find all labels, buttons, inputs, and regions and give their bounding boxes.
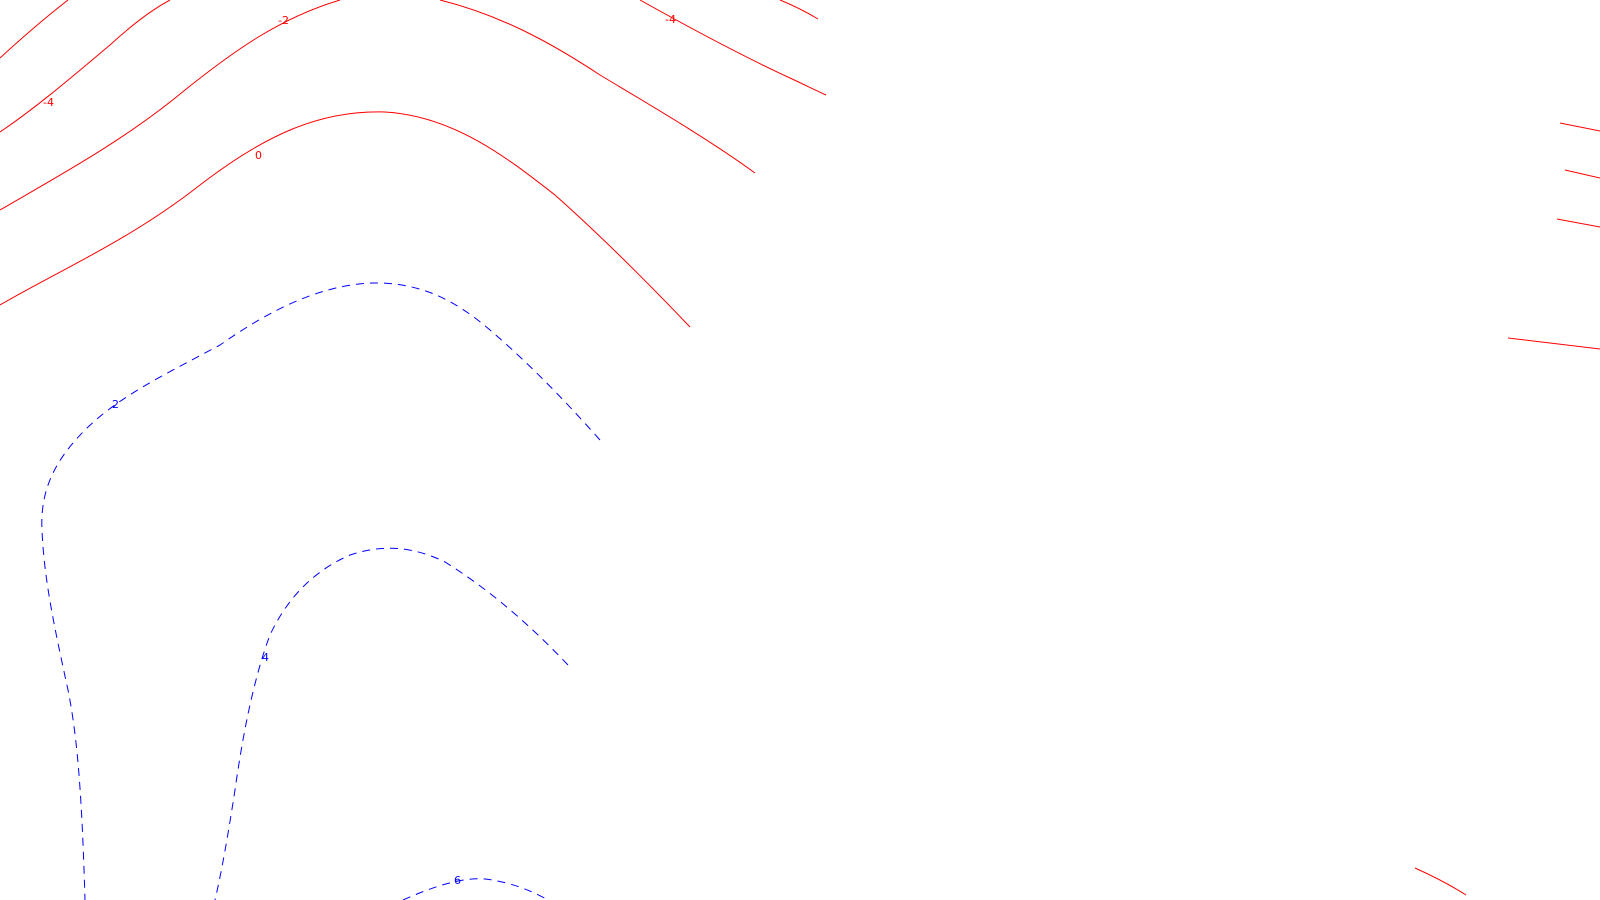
contour-fragment-right-4: [1507, 337, 1600, 350]
contour-line-minus-4-left: [0, 0, 171, 133]
contour-label-minus-4-right: -4: [665, 13, 676, 26]
contour-labels: -4 -2 -4 0 2 4 6: [43, 13, 676, 887]
contour-label-minus-2: -2: [278, 14, 289, 27]
contour-fragment-right-1: [1559, 122, 1600, 132]
contour-label-plus-4: 4: [262, 651, 269, 664]
contour-line-minus-6-right: [779, 0, 819, 20]
positive-contours: [41, 282, 601, 900]
contour-fragment-right-3: [1556, 218, 1600, 228]
contour-line-zero: [0, 111, 691, 328]
contour-line-plus-6: [402, 878, 549, 900]
contour-line-minus-2: [0, 0, 341, 211]
contour-fragment-right-2: [1564, 169, 1600, 179]
contour-line-minus-6: [0, 0, 69, 59]
contour-label-zero: 0: [255, 149, 262, 162]
contour-label-plus-2: 2: [112, 398, 119, 411]
contour-line-plus-4: [214, 547, 569, 900]
contour-label-minus-4-left: -4: [43, 96, 54, 109]
contour-line-plus-2: [41, 282, 601, 900]
contour-line-minus-2-right: [439, 0, 756, 174]
contour-line-minus-4-right: [639, 0, 827, 96]
contour-label-plus-6: 6: [454, 874, 461, 887]
contour-fragment-bottom-right: [1414, 867, 1467, 896]
